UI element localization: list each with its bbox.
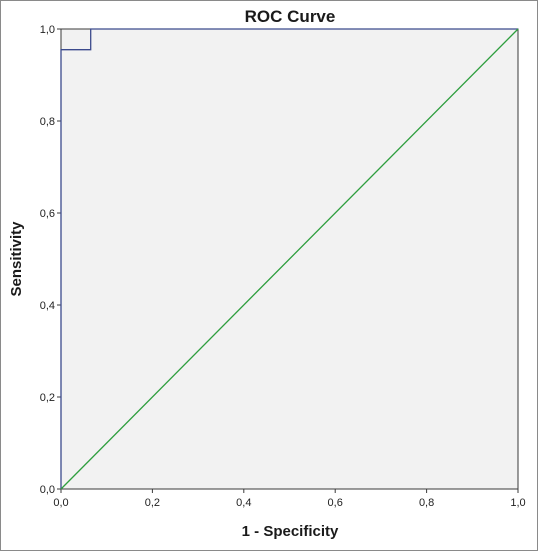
x-tick-label: 0,2 (145, 497, 160, 509)
y-tick-label: 0,6 (40, 208, 55, 220)
series-layer (60, 28, 519, 490)
x-tick-label: 0,8 (419, 497, 434, 509)
x-axis-ticks: 0,0 0,2 0,4 0,6 0,8 1,0 (53, 489, 526, 509)
y-tick-label: 0,8 (40, 116, 55, 128)
y-tick-label: 0,4 (40, 300, 55, 312)
y-tick-label: 0,2 (40, 392, 55, 404)
roc-curve-line (60, 28, 518, 489)
reference-diagonal-line (60, 28, 519, 490)
y-axis-label: Sensitivity (8, 221, 25, 297)
x-tick-label: 0,6 (328, 497, 343, 509)
chart-title: ROC Curve (245, 7, 336, 26)
x-tick-label: 0,0 (53, 497, 68, 509)
y-tick-label: 0,0 (40, 484, 55, 496)
x-tick-label: 0,4 (236, 497, 251, 509)
x-tick-label: 1,0 (510, 497, 525, 509)
y-axis-ticks: 0,0 0,2 0,4 0,6 0,8 1,0 (40, 24, 61, 496)
y-tick-label: 1,0 (40, 24, 55, 36)
x-axis-label: 1 - Specificity (242, 523, 339, 540)
